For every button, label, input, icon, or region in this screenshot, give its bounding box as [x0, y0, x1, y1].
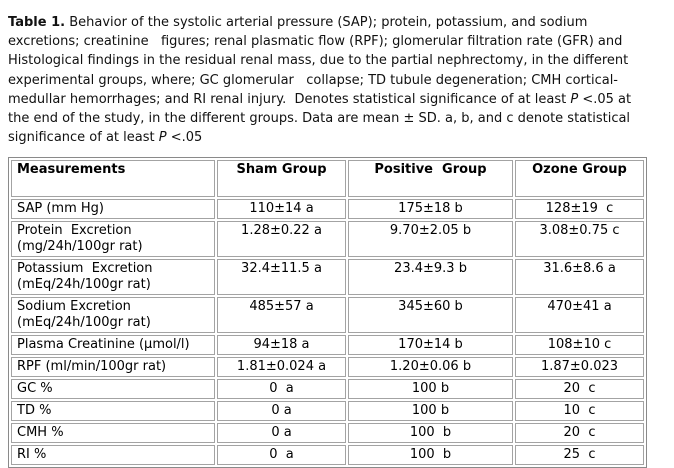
value-cell: 20 c	[515, 379, 644, 400]
value-cell: 0 a	[217, 379, 346, 400]
value-cell: 108±10 c	[515, 335, 644, 356]
table-row: RI % 0 a 100 b 25 c	[11, 445, 644, 466]
caption-line: Histological findings in the residual re…	[8, 51, 666, 70]
measurement-label: Sodium Excretion (mEq/24h/100gr rat)	[11, 297, 215, 334]
value-cell: 100 b	[348, 401, 513, 422]
table-row: CMH % 0 a 100 b 20 c	[11, 423, 644, 444]
value-cell: 100 b	[348, 379, 513, 400]
value-cell: 94±18 a	[217, 335, 346, 356]
value-cell: 175±18 b	[348, 199, 513, 220]
table-body: SAP (mm Hg) 110±14 a 175±18 b 128±19 c Prote…	[11, 199, 644, 466]
table-header-row: Measurements Sham Group Positive Group Ozon…	[11, 160, 644, 198]
value-cell: 25 c	[515, 445, 644, 466]
table-caption: Table 1. Behavior of the systolic arteri…	[8, 13, 666, 147]
caption-line: excretions; creatinine figures; renal pl…	[8, 32, 666, 51]
value-cell: 3.08±0.75 c	[515, 221, 644, 258]
table-row: TD % 0 a 100 b 10 c	[11, 401, 644, 422]
column-header-positive-group: Positive Group	[348, 160, 513, 198]
measurement-label: TD %	[11, 401, 215, 422]
measurement-label: RPF (ml/min/100gr rat)	[11, 357, 215, 378]
caption-line: significance of at least P <.05	[8, 128, 666, 147]
value-cell: 170±14 b	[348, 335, 513, 356]
measurement-label: GC %	[11, 379, 215, 400]
column-header-ozone-group: Ozone Group	[515, 160, 644, 198]
caption-text: the end of the study, in the different g…	[8, 111, 631, 127]
table-row: Plasma Creatinine (µmol/l) 94±18 a 170±14 …	[11, 335, 644, 356]
caption-text: significance of at least	[8, 130, 159, 146]
table-row: RPF (ml/min/100gr rat) 1.81±0.024 a 1.20±0…	[11, 357, 644, 378]
value-cell: 31.6±8.6 a	[515, 259, 644, 296]
table-row: Sodium Excretion (mEq/24h/100gr rat) 485±…	[11, 297, 644, 334]
table-row: SAP (mm Hg) 110±14 a 175±18 b 128±19 c	[11, 199, 644, 220]
value-cell: 470±41 a	[515, 297, 644, 334]
value-cell: 100 b	[348, 445, 513, 466]
value-cell: 23.4±9.3 b	[348, 259, 513, 296]
measurement-label: Protein Excretion (mg/24h/100gr rat)	[11, 221, 215, 258]
table-row: GC % 0 a 100 b 20 c	[11, 379, 644, 400]
measurement-label: SAP (mm Hg)	[11, 199, 215, 220]
caption-text: experimental groups, where; GC glomerula…	[8, 72, 618, 88]
caption-text: excretions; creatinine figures; renal pl…	[8, 34, 623, 50]
caption-line: medullar hemorrhages; and RI renal injur…	[8, 90, 666, 109]
value-cell: 32.4±11.5 a	[217, 259, 346, 296]
value-cell: 10 c	[515, 401, 644, 422]
results-table: Measurements Sham Group Positive Group Ozon…	[8, 157, 647, 468]
value-cell: 0 a	[217, 401, 346, 422]
value-cell: 1.87±0.023	[515, 357, 644, 378]
caption-italic-p: P	[570, 91, 579, 107]
value-cell: 1.28±0.22 a	[217, 221, 346, 258]
value-cell: 9.70±2.05 b	[348, 221, 513, 258]
measurement-label: CMH %	[11, 423, 215, 444]
value-cell: 485±57 a	[217, 297, 346, 334]
value-cell: 110±14 a	[217, 199, 346, 220]
caption-text: Histological findings in the residual re…	[8, 53, 629, 69]
caption-title: Table 1.	[8, 15, 66, 30]
measurement-label: Potassium Excretion (mEq/24h/100gr rat)	[11, 259, 215, 296]
column-header-measurements: Measurements	[11, 160, 215, 198]
caption-line: Table 1. Behavior of the systolic arteri…	[8, 13, 666, 32]
measurement-label: RI %	[11, 445, 215, 466]
caption-text: <.05	[166, 130, 203, 146]
value-cell: 20 c	[515, 423, 644, 444]
table-row: Protein Excretion (mg/24h/100gr rat) 1.28…	[11, 221, 644, 258]
caption-text: medullar hemorrhages; and RI renal injur…	[8, 91, 571, 107]
measurement-label: Plasma Creatinine (µmol/l)	[11, 335, 215, 356]
value-cell: 345±60 b	[348, 297, 513, 334]
value-cell: 1.81±0.024 a	[217, 357, 346, 378]
caption-text: <.05 at	[578, 91, 632, 107]
value-cell: 128±19 c	[515, 199, 644, 220]
caption-italic-p: P	[158, 130, 167, 146]
value-cell: 100 b	[348, 423, 513, 444]
column-header-sham-group: Sham Group	[217, 160, 346, 198]
table-row: Potassium Excretion (mEq/24h/100gr rat) 3…	[11, 259, 644, 296]
caption-text: Behavior of the systolic arterial pressu…	[65, 15, 588, 30]
value-cell: 1.20±0.06 b	[348, 357, 513, 378]
value-cell: 0 a	[217, 445, 346, 466]
caption-line: the end of the study, in the different g…	[8, 109, 666, 128]
caption-line: experimental groups, where; GC glomerula…	[8, 71, 666, 90]
value-cell: 0 a	[217, 423, 346, 444]
